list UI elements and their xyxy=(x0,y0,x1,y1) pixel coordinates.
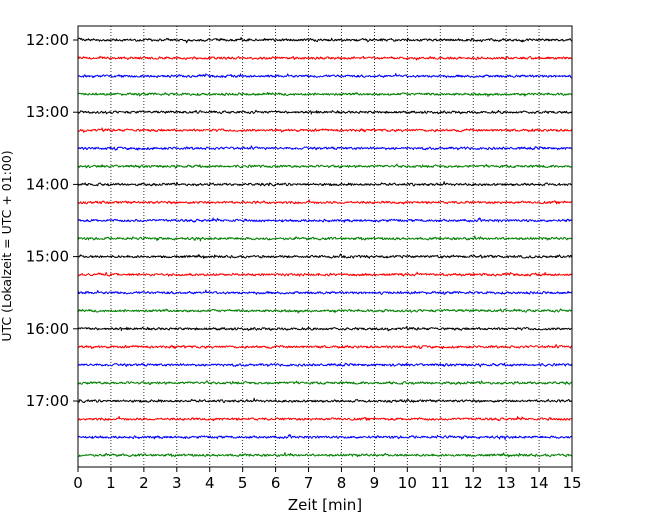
trace-8 xyxy=(77,163,573,169)
trace-7 xyxy=(77,145,573,151)
trace-18 xyxy=(77,344,573,350)
x-tick-label-11: 11 xyxy=(431,474,450,492)
trace-9 xyxy=(77,181,573,187)
y-tick-label-17:00: 17:00 xyxy=(26,392,69,410)
trace-17 xyxy=(77,326,573,332)
trace-3 xyxy=(77,72,573,79)
x-tick-label-6: 6 xyxy=(271,474,281,492)
trace-6 xyxy=(77,127,573,133)
x-tick-label-3: 3 xyxy=(172,474,182,492)
x-axis-label: Zeit [min] xyxy=(288,496,362,514)
y-tick-label-15:00: 15:00 xyxy=(26,248,69,266)
x-tick-label-14: 14 xyxy=(530,474,549,492)
trace-11 xyxy=(77,217,573,223)
trace-2 xyxy=(77,55,573,61)
x-tick-label-7: 7 xyxy=(304,474,314,492)
trace-21 xyxy=(77,397,573,404)
y-axis-ticks: 12:00 13:00 14:00 15:00 16:00 17:00 xyxy=(26,31,78,410)
x-tick-label-13: 13 xyxy=(497,474,516,492)
y-tick-label-13:00: 13:00 xyxy=(26,103,69,121)
x-tick-label-0: 0 xyxy=(73,474,83,492)
trace-12 xyxy=(77,235,573,242)
trace-1 xyxy=(77,36,573,44)
plot-frame xyxy=(77,25,573,468)
trace-19 xyxy=(77,362,573,368)
x-axis-ticks: 0 1 2 3 4 5 6 7 8 9 10 11 12 13 14 15 xyxy=(73,467,582,492)
trace-24 xyxy=(77,452,573,458)
y-tick-label-16:00: 16:00 xyxy=(26,320,69,338)
x-tick-label-8: 8 xyxy=(337,474,347,492)
x-tick-label-2: 2 xyxy=(139,474,149,492)
trace-4 xyxy=(77,91,573,98)
x-tick-label-1: 1 xyxy=(106,474,116,492)
trace-14 xyxy=(77,271,573,277)
trace-23 xyxy=(77,434,573,441)
seismic-traces xyxy=(77,36,573,458)
x-tick-label-9: 9 xyxy=(370,474,380,492)
trace-16 xyxy=(77,308,573,314)
trace-15 xyxy=(77,289,573,296)
y-tick-label-14:00: 14:00 xyxy=(26,175,69,193)
x-tick-label-15: 15 xyxy=(562,474,581,492)
x-tick-label-12: 12 xyxy=(464,474,483,492)
trace-20 xyxy=(77,380,573,385)
trace-10 xyxy=(77,199,573,205)
x-tick-label-4: 4 xyxy=(205,474,215,492)
trace-13 xyxy=(77,253,573,259)
y-axis-label: UTC (Lokalzeit = UTC + 01:00) xyxy=(0,150,14,341)
x-tick-label-10: 10 xyxy=(398,474,417,492)
x-tick-label-5: 5 xyxy=(238,474,248,492)
trace-22 xyxy=(77,415,573,422)
trace-5 xyxy=(77,109,573,115)
y-tick-label-12:00: 12:00 xyxy=(26,31,69,49)
